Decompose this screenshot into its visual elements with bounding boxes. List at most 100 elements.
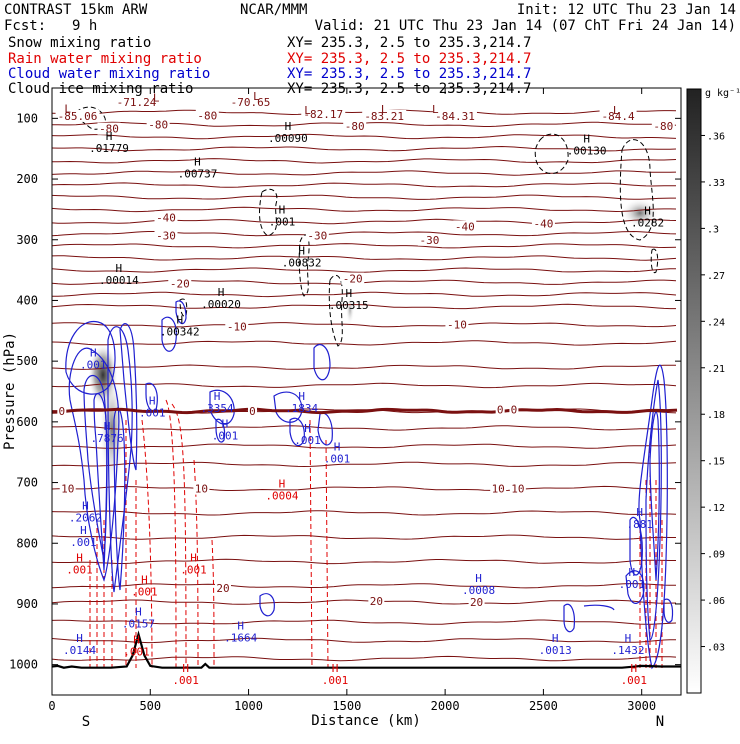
ice-contour — [534, 133, 569, 174]
isotherm-label-bg — [154, 229, 178, 242]
isotherm-line — [52, 364, 677, 370]
colorbar-tick-label: .15 — [707, 457, 725, 468]
extremum-marker: H — [631, 662, 638, 675]
isotherm-line — [52, 637, 677, 644]
field-cloudwater-name: Cloud water mixing ratio — [8, 66, 210, 82]
x-tick-label: 3000 — [627, 699, 656, 713]
cloud-water-contour — [119, 323, 138, 471]
plot-frame — [51, 87, 682, 696]
extremum-value: .00737 — [178, 168, 218, 181]
forecast-label: Fcst: — [4, 18, 46, 34]
isotherm-label: -80 — [345, 120, 365, 133]
isotherm-label-bg — [509, 482, 526, 495]
isotherm-label-bg — [432, 109, 477, 122]
x-tick-label: 500 — [139, 699, 161, 713]
extremum-marker: H — [133, 633, 140, 646]
extremum-marker: H — [214, 390, 221, 403]
extremum-value: .001 — [80, 358, 107, 371]
isotherm-label: -71.24 — [117, 96, 157, 109]
field-cloudwater-xy: XY= 235.3, 2.5 to 235.3,214.7 — [287, 66, 531, 82]
extremum-value: .2062 — [69, 511, 102, 524]
extremum-marker: H — [116, 262, 123, 275]
extremum-value: .00832 — [282, 256, 322, 269]
cloud-water-contour — [68, 347, 120, 582]
isotherm-label: 0 — [249, 405, 256, 418]
colorbar-unit: g kg⁻¹ — [705, 88, 740, 99]
isotherm-label: 10 — [61, 483, 74, 496]
cloud-water-contour — [317, 412, 333, 446]
isotherm-label-bg — [509, 403, 519, 416]
extremum-value: .001 — [70, 536, 97, 549]
y-tick-label: 700 — [16, 476, 38, 490]
isotherm-label-bg — [495, 403, 505, 416]
extremum-marker: H — [182, 662, 189, 675]
isotherm-label-bg — [168, 277, 192, 290]
x-tick-label: 2500 — [529, 699, 558, 713]
ice-contour — [179, 298, 188, 317]
extremum-value: .00315 — [329, 299, 369, 312]
isotherm-label: 20 — [216, 582, 229, 595]
extremum-value: .881 — [626, 518, 653, 531]
rain-contour — [309, 419, 313, 669]
isotherm-line — [52, 619, 677, 625]
isotherm-line — [52, 291, 677, 298]
extremum-value: .0157 — [122, 618, 155, 631]
y-tick-label: 800 — [16, 536, 38, 550]
cloud-water-contour — [625, 570, 645, 604]
extremum-marker: H — [104, 420, 111, 433]
field-cloudice-xy: XY= 235.3, 2.5 to 235.3,214.7 — [287, 81, 531, 97]
y-tick-label: 400 — [16, 293, 38, 307]
extremum-value: .001 — [621, 674, 648, 687]
y-tick-label: 300 — [16, 233, 38, 247]
institution-label: NCAR/MMM — [240, 2, 307, 18]
isotherm-label: 0 — [497, 404, 504, 417]
y-tick-label: 500 — [16, 354, 38, 368]
isotherm-line — [52, 322, 677, 328]
ice-contour — [650, 248, 659, 274]
extremum-value: .001 — [131, 585, 158, 598]
extremum-marker: L — [432, 103, 439, 116]
extremum-marker: H — [636, 506, 643, 519]
isotherm-label-bg — [57, 404, 67, 417]
rain-contour — [325, 439, 329, 669]
x-axis: 0 500 1000 1500 2000 2500 3000 — [48, 88, 656, 713]
colorbar-tick-label: .12 — [707, 503, 725, 514]
isotherm-label: 10 — [511, 483, 524, 496]
cloud-water-contour — [215, 418, 226, 443]
extremum-value: .0013 — [539, 644, 572, 657]
extremum-marker: H — [583, 133, 590, 146]
extremum-value: .001 — [269, 216, 296, 229]
extremum-marker: H — [279, 477, 286, 490]
extremum-marker: H — [285, 120, 292, 133]
isotherm-label: -80 — [99, 123, 119, 136]
isotherm-label-bg — [247, 404, 257, 417]
faint-shading — [346, 296, 354, 324]
extremum-marker: H — [218, 286, 225, 299]
x-axis-left-end: S — [82, 714, 90, 730]
isotherm-line — [52, 583, 676, 589]
rain-contour — [165, 399, 177, 669]
colorbar-tick-label: .09 — [707, 550, 725, 561]
extremum-value: .1834 — [285, 402, 318, 415]
field-rain-xy: XY= 235.3, 2.5 to 235.3,214.7 — [287, 51, 531, 67]
isotherm-label-bg — [195, 109, 219, 122]
colorbar-tick-label: .18 — [707, 410, 725, 421]
isotherm-label-bg — [59, 482, 76, 495]
isotherm-line — [52, 655, 677, 662]
extremum-value: .001 — [619, 578, 646, 591]
cloud-water-contour — [563, 603, 575, 633]
x-axis-label: Distance (km) — [311, 713, 421, 729]
cloud-water-contour — [209, 389, 235, 425]
isotherm-label-bg — [114, 95, 159, 108]
valid-time: Valid: 21 UTC Thu 23 Jan 14 (07 ChT Fri … — [315, 18, 736, 34]
isotherm-line — [52, 382, 677, 389]
isotherm-label: -83.21 — [364, 110, 404, 123]
isotherm-line — [52, 170, 677, 176]
cloud-water-contour — [107, 326, 133, 593]
cloud-water-contours — [65, 300, 674, 670]
y-tick-label: 900 — [16, 597, 38, 611]
isotherm-line — [52, 218, 677, 225]
isotherm-label-bg — [368, 594, 385, 607]
